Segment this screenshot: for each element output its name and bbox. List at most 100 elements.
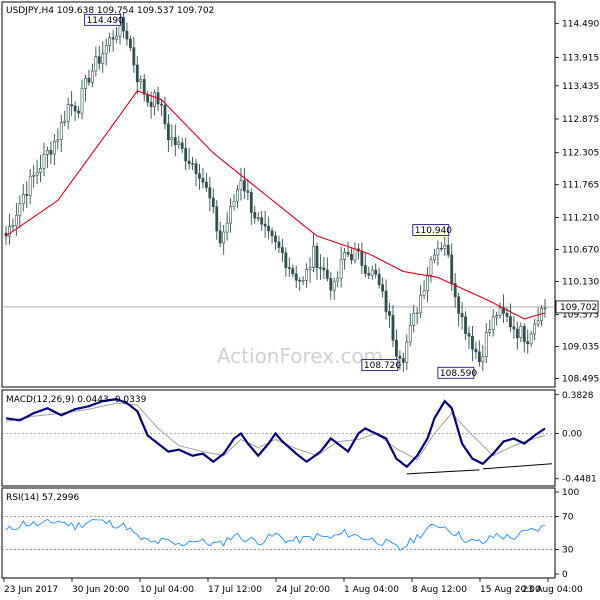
moving-average-line [5, 90, 546, 320]
price-annotation: 108.590 [437, 366, 478, 379]
candle [498, 302, 502, 319]
macd-trendline [482, 463, 552, 470]
candlesticks [4, 12, 547, 372]
candle-body [312, 245, 315, 268]
time-tick-label: 10 Jul 04:00 [140, 585, 194, 595]
candle-body [253, 212, 257, 219]
candle-body [522, 326, 526, 342]
candle-body [367, 273, 371, 276]
candle [267, 216, 270, 240]
candle-body [194, 163, 198, 174]
candle-body [11, 225, 15, 227]
candle-body [263, 223, 267, 227]
candle [21, 184, 25, 212]
candle-body [184, 148, 188, 162]
candle-body [177, 142, 181, 146]
candle-body [222, 231, 226, 244]
candle [343, 247, 347, 270]
price-panel-frame [1, 1, 556, 388]
candle-body [77, 110, 80, 114]
candle [484, 323, 488, 364]
candle [460, 301, 464, 330]
candle [467, 326, 471, 349]
price-tick-label: 111.210 [562, 214, 599, 224]
candle [363, 252, 367, 278]
candle-body [408, 324, 412, 343]
candle [73, 101, 77, 122]
candle [325, 257, 329, 282]
macd-tick-label: 0.3828 [562, 391, 594, 401]
candle [308, 257, 312, 283]
price-tick-label: 114.490 [562, 19, 599, 29]
candle [46, 146, 49, 168]
rsi-tick-label: 30 [562, 545, 574, 555]
candle-body [135, 64, 139, 83]
candle-body [377, 273, 381, 285]
candle [253, 205, 257, 224]
candle [509, 303, 512, 333]
candle [198, 164, 201, 190]
candle-body [104, 45, 108, 54]
macd-header: MACD(12,26,9) 0.0443 -0.0339 [6, 395, 147, 405]
candle-body [215, 206, 219, 232]
candle [125, 22, 129, 46]
candle-body [512, 326, 516, 330]
candle-body [39, 168, 42, 173]
candle-body [28, 176, 32, 196]
candle-body [70, 104, 74, 107]
candle-body [277, 241, 281, 248]
candle [391, 305, 395, 347]
price-tick-label: 109.575 [562, 310, 599, 320]
candle-body [360, 250, 364, 266]
candle-body [495, 315, 499, 318]
candle [270, 227, 274, 244]
candle-body [343, 251, 347, 260]
candle [536, 307, 540, 328]
candle [312, 233, 315, 273]
candle-body [139, 79, 143, 83]
candle-body [398, 355, 402, 359]
candle [163, 96, 167, 130]
candle-body [218, 230, 222, 244]
candle-body [111, 37, 115, 40]
candle-body [97, 56, 101, 64]
candle [305, 263, 308, 288]
candle-body [142, 79, 146, 95]
candle-body [42, 153, 46, 169]
candle [284, 247, 288, 277]
candle-body [87, 77, 91, 83]
candle-body [412, 312, 416, 326]
rsi-header: RSI(14) 57.2996 [6, 493, 79, 503]
candle [128, 35, 132, 52]
time-axis: 23 Jun 2017 30 Jun 20:00 10 Jul 04:00 17 Ju… [3, 578, 583, 595]
candle [236, 185, 239, 209]
candle-body [232, 200, 236, 207]
candle-body [457, 296, 461, 314]
candle-body [526, 341, 530, 345]
candle [294, 265, 298, 289]
candle [249, 188, 253, 225]
time-tick-label: 24 Jul 20:00 [276, 585, 330, 595]
price-tick-label: 113.915 [562, 53, 599, 63]
candle-body [281, 247, 284, 254]
candle [66, 97, 70, 130]
candle-body [509, 316, 512, 327]
candle [543, 299, 547, 318]
candle [319, 254, 322, 280]
candle-body [8, 226, 11, 237]
candle-body [115, 35, 118, 40]
candle [218, 221, 222, 248]
candle [336, 271, 340, 288]
candle [108, 32, 112, 53]
macd-trendline [406, 469, 480, 475]
candle [59, 114, 63, 153]
candle-body [374, 269, 378, 275]
candle-body [191, 163, 194, 165]
candle-body [388, 311, 391, 316]
candle-body [436, 247, 440, 256]
candle-body [484, 332, 488, 357]
candle [187, 147, 191, 170]
candle-body [63, 120, 67, 123]
candle-body [384, 290, 388, 312]
candle [277, 235, 281, 254]
